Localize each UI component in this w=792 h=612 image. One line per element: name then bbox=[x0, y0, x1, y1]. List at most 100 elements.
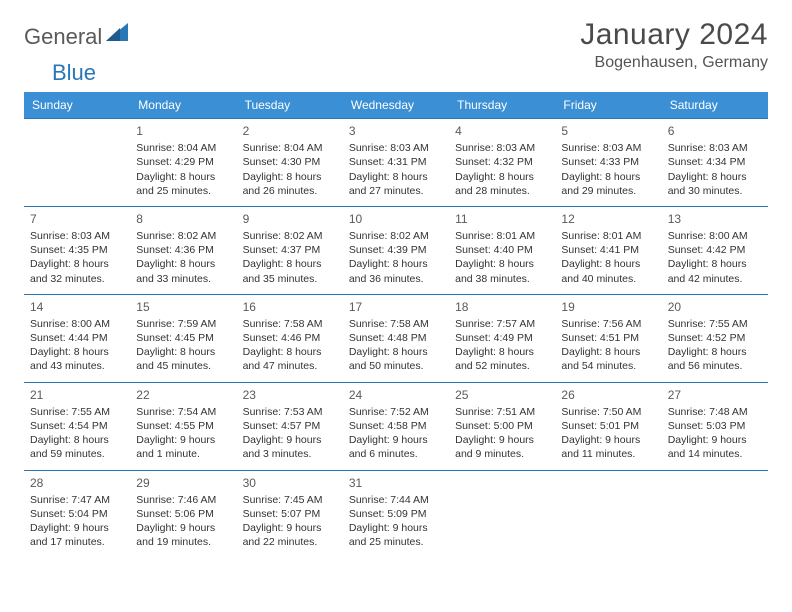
daylight-text: Daylight: 8 hours and 52 minutes. bbox=[455, 345, 549, 373]
sunrise-text: Sunrise: 7:55 AM bbox=[30, 405, 124, 419]
day-number: 11 bbox=[455, 211, 549, 227]
calendar-cell: 11 Sunrise: 8:01 AMSunset: 4:40 PMDayligh… bbox=[449, 206, 555, 294]
calendar-cell: 30 Sunrise: 7:45 AMSunset: 5:07 PMDayligh… bbox=[237, 470, 343, 557]
sunset-text: Sunset: 4:35 PM bbox=[30, 243, 124, 257]
sunrise-text: Sunrise: 7:58 AM bbox=[349, 317, 443, 331]
daylight-text: Daylight: 8 hours and 43 minutes. bbox=[30, 345, 124, 373]
month-title: January 2024 bbox=[580, 18, 768, 52]
daylight-text: Daylight: 8 hours and 32 minutes. bbox=[30, 257, 124, 285]
sunrise-text: Sunrise: 8:03 AM bbox=[30, 229, 124, 243]
calendar-cell: 6Sunrise: 8:03 AMSunset: 4:34 PMDaylight… bbox=[662, 119, 768, 207]
daylight-text: Daylight: 8 hours and 47 minutes. bbox=[243, 345, 337, 373]
sunset-text: Sunset: 4:40 PM bbox=[455, 243, 549, 257]
sunrise-text: Sunrise: 8:00 AM bbox=[30, 317, 124, 331]
day-number: 15 bbox=[136, 299, 230, 315]
weekday-header: Sunday bbox=[24, 92, 130, 119]
calendar-cell: 16Sunrise: 7:58 AMSunset: 4:46 PMDayligh… bbox=[237, 294, 343, 382]
day-number: 28 bbox=[30, 475, 124, 491]
sunset-text: Sunset: 4:39 PM bbox=[349, 243, 443, 257]
daylight-text: Daylight: 9 hours and 25 minutes. bbox=[349, 521, 443, 549]
sunset-text: Sunset: 4:46 PM bbox=[243, 331, 337, 345]
daylight-text: Daylight: 9 hours and 14 minutes. bbox=[668, 433, 762, 461]
weekday-header: Tuesday bbox=[237, 92, 343, 119]
sunrise-text: Sunrise: 7:46 AM bbox=[136, 493, 230, 507]
calendar-cell: 21Sunrise: 7:55 AMSunset: 4:54 PMDayligh… bbox=[24, 382, 130, 470]
calendar-body: 1Sunrise: 8:04 AMSunset: 4:29 PMDaylight… bbox=[24, 119, 768, 558]
day-number: 6 bbox=[668, 123, 762, 139]
calendar-cell: 28Sunrise: 7:47 AMSunset: 5:04 PMDayligh… bbox=[24, 470, 130, 557]
day-number: 7 bbox=[30, 211, 124, 227]
daylight-text: Daylight: 8 hours and 45 minutes. bbox=[136, 345, 230, 373]
sunrise-text: Sunrise: 7:56 AM bbox=[561, 317, 655, 331]
sunrise-text: Sunrise: 7:45 AM bbox=[243, 493, 337, 507]
logo-triangle-icon bbox=[106, 23, 128, 46]
day-number: 22 bbox=[136, 387, 230, 403]
daylight-text: Daylight: 9 hours and 22 minutes. bbox=[243, 521, 337, 549]
calendar-cell: 14Sunrise: 8:00 AMSunset: 4:44 PMDayligh… bbox=[24, 294, 130, 382]
day-number: 2 bbox=[243, 123, 337, 139]
day-number: 3 bbox=[349, 123, 443, 139]
day-number: 31 bbox=[349, 475, 443, 491]
calendar-cell: 12Sunrise: 8:01 AMSunset: 4:41 PMDayligh… bbox=[555, 206, 661, 294]
sunrise-text: Sunrise: 8:02 AM bbox=[349, 229, 443, 243]
daylight-text: Daylight: 9 hours and 19 minutes. bbox=[136, 521, 230, 549]
sunset-text: Sunset: 4:31 PM bbox=[349, 155, 443, 169]
day-number: 10 bbox=[349, 211, 443, 227]
sunrise-text: Sunrise: 7:50 AM bbox=[561, 405, 655, 419]
sunrise-text: Sunrise: 8:04 AM bbox=[243, 141, 337, 155]
calendar-cell bbox=[555, 470, 661, 557]
calendar-cell: 4Sunrise: 8:03 AMSunset: 4:32 PMDaylight… bbox=[449, 119, 555, 207]
calendar-cell: 23Sunrise: 7:53 AMSunset: 4:57 PMDayligh… bbox=[237, 382, 343, 470]
daylight-text: Daylight: 9 hours and 6 minutes. bbox=[349, 433, 443, 461]
day-number: 23 bbox=[243, 387, 337, 403]
sunrise-text: Sunrise: 7:58 AM bbox=[243, 317, 337, 331]
calendar-cell: 26Sunrise: 7:50 AMSunset: 5:01 PMDayligh… bbox=[555, 382, 661, 470]
sunrise-text: Sunrise: 7:44 AM bbox=[349, 493, 443, 507]
daylight-text: Daylight: 8 hours and 30 minutes. bbox=[668, 170, 762, 198]
sunset-text: Sunset: 5:09 PM bbox=[349, 507, 443, 521]
sunset-text: Sunset: 5:06 PM bbox=[136, 507, 230, 521]
day-number: 14 bbox=[30, 299, 124, 315]
daylight-text: Daylight: 9 hours and 9 minutes. bbox=[455, 433, 549, 461]
weekday-header: Monday bbox=[130, 92, 236, 119]
calendar-cell bbox=[662, 470, 768, 557]
day-number: 13 bbox=[668, 211, 762, 227]
sunrise-text: Sunrise: 8:03 AM bbox=[349, 141, 443, 155]
calendar-cell: 7 Sunrise: 8:03 AMSunset: 4:35 PMDaylight… bbox=[24, 206, 130, 294]
sunset-text: Sunset: 4:36 PM bbox=[136, 243, 230, 257]
day-number: 8 bbox=[136, 211, 230, 227]
sunrise-text: Sunrise: 7:47 AM bbox=[30, 493, 124, 507]
calendar-row: 1Sunrise: 8:04 AMSunset: 4:29 PMDaylight… bbox=[24, 119, 768, 207]
daylight-text: Daylight: 8 hours and 27 minutes. bbox=[349, 170, 443, 198]
day-number: 5 bbox=[561, 123, 655, 139]
sunset-text: Sunset: 4:48 PM bbox=[349, 331, 443, 345]
sunset-text: Sunset: 5:07 PM bbox=[243, 507, 337, 521]
sunrise-text: Sunrise: 8:02 AM bbox=[136, 229, 230, 243]
sunrise-text: Sunrise: 8:01 AM bbox=[455, 229, 549, 243]
sunrise-text: Sunrise: 7:55 AM bbox=[668, 317, 762, 331]
daylight-text: Daylight: 8 hours and 50 minutes. bbox=[349, 345, 443, 373]
calendar-cell: 17Sunrise: 7:58 AMSunset: 4:48 PMDayligh… bbox=[343, 294, 449, 382]
sunrise-text: Sunrise: 8:02 AM bbox=[243, 229, 337, 243]
sunrise-text: Sunrise: 8:03 AM bbox=[455, 141, 549, 155]
sunset-text: Sunset: 4:33 PM bbox=[561, 155, 655, 169]
day-number: 1 bbox=[136, 123, 230, 139]
calendar-cell: 24Sunrise: 7:52 AMSunset: 4:58 PMDayligh… bbox=[343, 382, 449, 470]
daylight-text: Daylight: 8 hours and 38 minutes. bbox=[455, 257, 549, 285]
sunrise-text: Sunrise: 8:04 AM bbox=[136, 141, 230, 155]
daylight-text: Daylight: 8 hours and 54 minutes. bbox=[561, 345, 655, 373]
calendar-cell: 25Sunrise: 7:51 AMSunset: 5:00 PMDayligh… bbox=[449, 382, 555, 470]
calendar-row: 28Sunrise: 7:47 AMSunset: 5:04 PMDayligh… bbox=[24, 470, 768, 557]
daylight-text: Daylight: 8 hours and 42 minutes. bbox=[668, 257, 762, 285]
brand-logo: General bbox=[24, 18, 130, 50]
sunset-text: Sunset: 4:45 PM bbox=[136, 331, 230, 345]
calendar-cell bbox=[24, 119, 130, 207]
day-number: 26 bbox=[561, 387, 655, 403]
day-number: 24 bbox=[349, 387, 443, 403]
day-number: 30 bbox=[243, 475, 337, 491]
calendar-cell: 22Sunrise: 7:54 AMSunset: 4:55 PMDayligh… bbox=[130, 382, 236, 470]
calendar-cell: 31 Sunrise: 7:44 AMSunset: 5:09 PMDayligh… bbox=[343, 470, 449, 557]
sunrise-text: Sunrise: 8:03 AM bbox=[668, 141, 762, 155]
day-number: 27 bbox=[668, 387, 762, 403]
daylight-text: Daylight: 8 hours and 28 minutes. bbox=[455, 170, 549, 198]
